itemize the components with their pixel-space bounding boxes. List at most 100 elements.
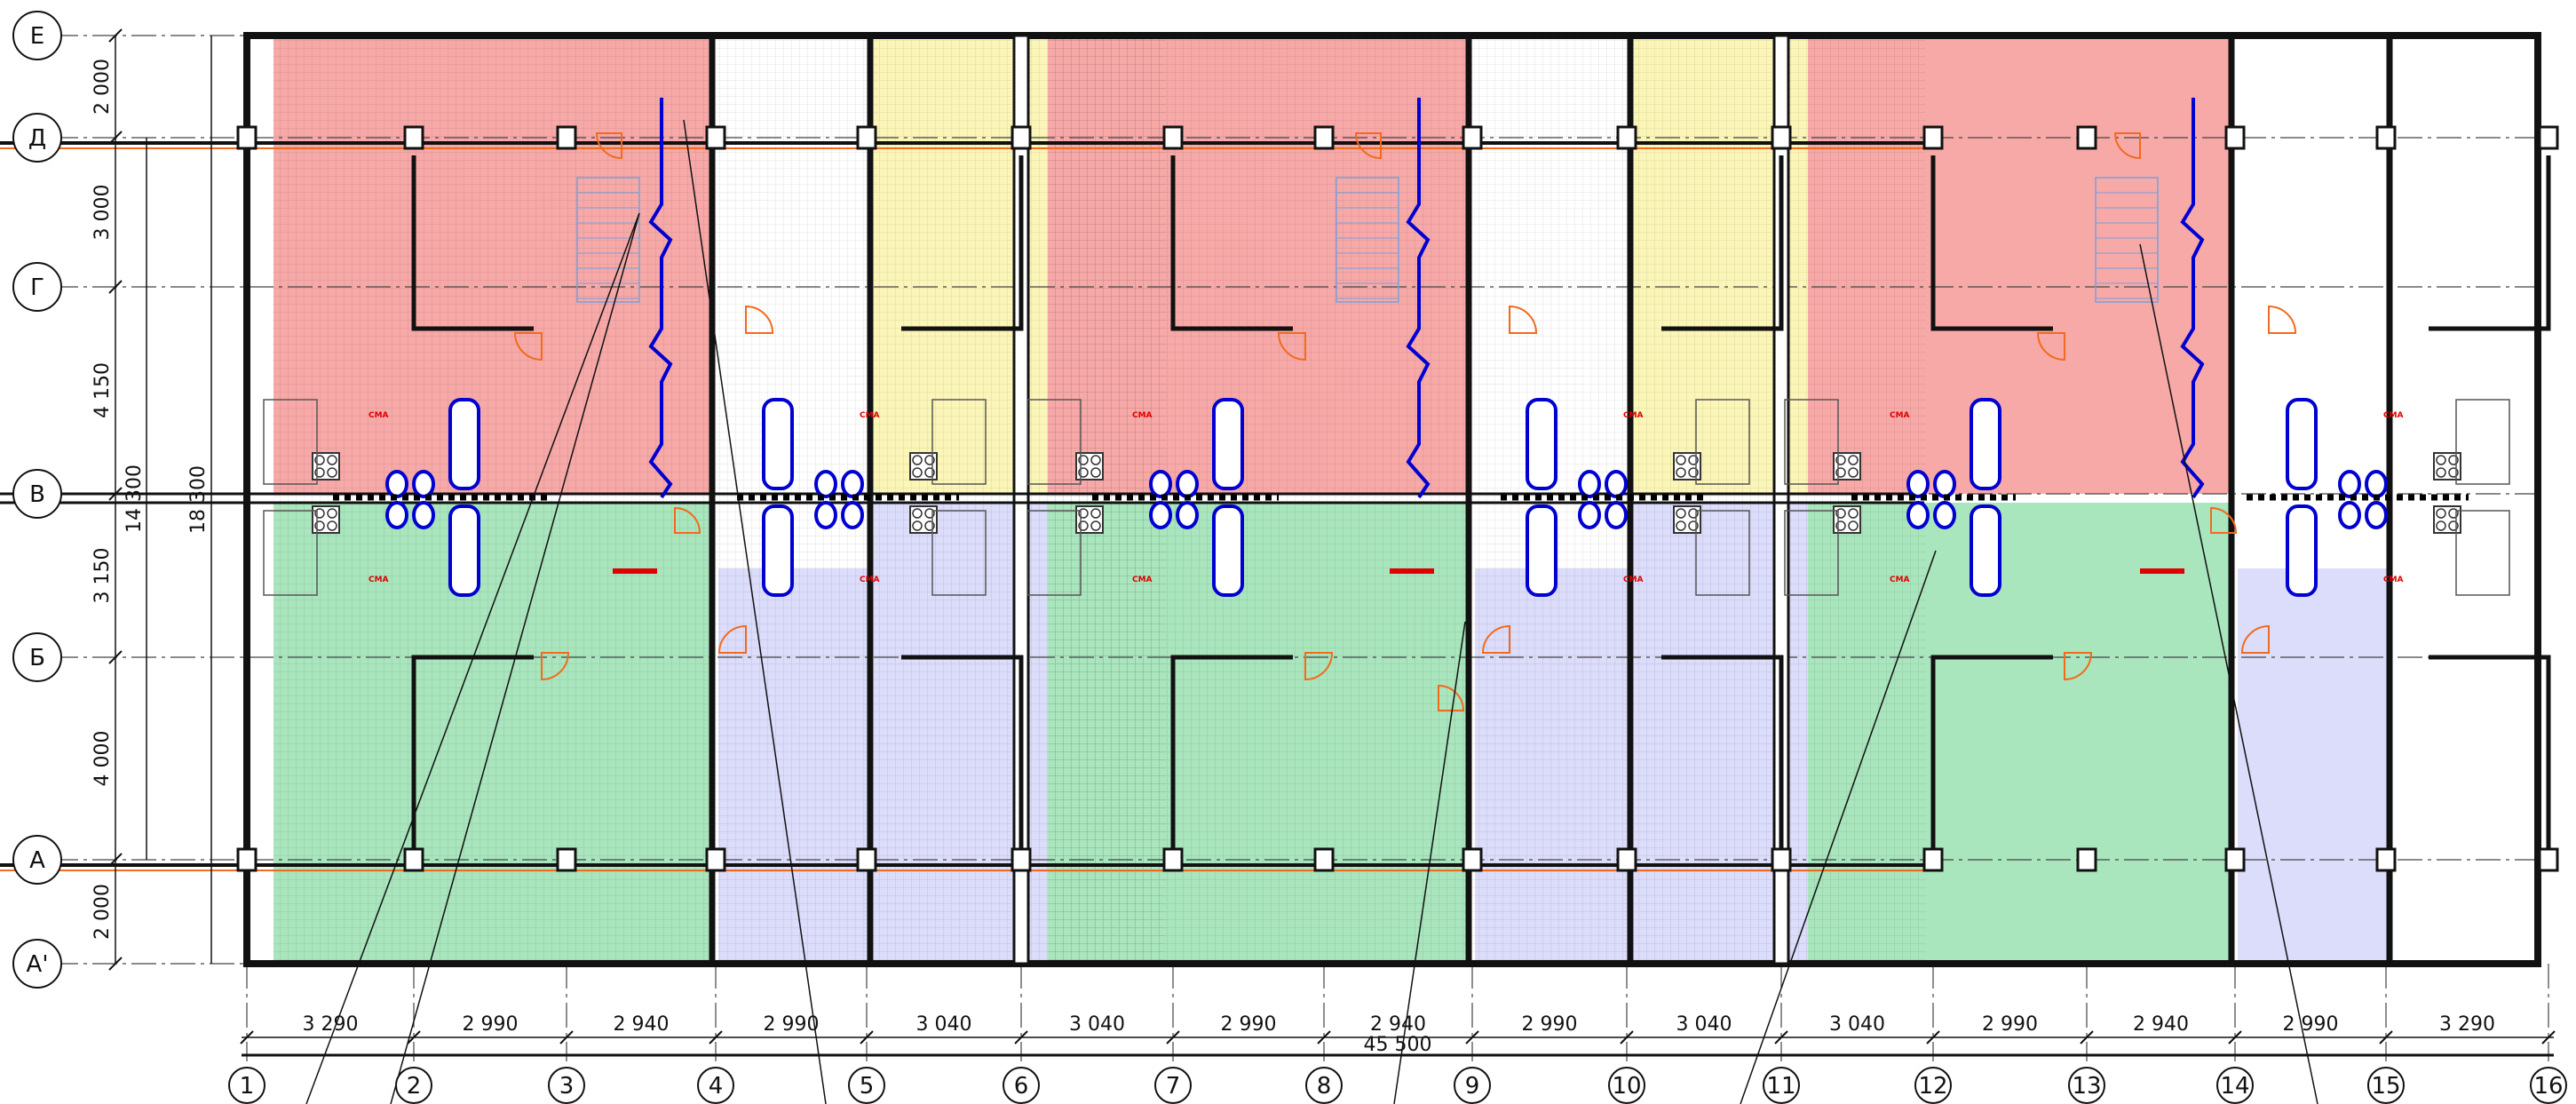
plumbing-fixtures: СМА СМА СМА СМА СМА СМА СМА СМА СМА СМА СМА СМА (263, 98, 2510, 597)
dim-tick (2541, 1030, 2556, 1044)
room-wall (901, 155, 1024, 331)
column-axis-bubble (395, 1067, 432, 1104)
pier (1313, 125, 1335, 150)
dim-tick (1317, 1030, 1331, 1044)
col-dim-value: 3 290 (2439, 1013, 2495, 1036)
toilet (1149, 501, 1172, 529)
column-axis-label: 5 (860, 1073, 875, 1100)
toilet (385, 470, 408, 498)
row-axis-bubble (12, 939, 62, 989)
row-axis-label: Г (30, 274, 44, 301)
door-swing (2036, 332, 2065, 361)
pier (2224, 125, 2246, 150)
pier (1616, 125, 1637, 150)
dim-tick (407, 1030, 421, 1044)
burner (1848, 455, 1859, 465)
column-axis-label: 3 (559, 1073, 575, 1100)
dim-tick (709, 1030, 723, 1044)
kitchen-cabinet (1026, 399, 1082, 485)
burner (912, 508, 923, 519)
pier (2538, 125, 2559, 150)
column-axis-label: 11 (1766, 1073, 1795, 1100)
dim-tick (1774, 1030, 1788, 1044)
washer-label: СМА (369, 411, 389, 420)
dim-tick (108, 957, 123, 971)
column-axis-label: 14 (2220, 1073, 2249, 1100)
pier (236, 847, 258, 872)
toilet (1176, 501, 1199, 529)
column-axis-label: 4 (709, 1073, 724, 1100)
row-axis-label: А' (27, 951, 49, 978)
pier (2224, 847, 2246, 872)
door-swing (717, 624, 747, 654)
toilet (2338, 501, 2361, 529)
column-axis-bubble (548, 1067, 585, 1104)
col-dim-value: 3 290 (303, 1013, 359, 1036)
col-dim-total: 45 500 (1364, 1034, 1432, 1056)
burner (1090, 520, 1101, 531)
door-swing (1509, 305, 1538, 334)
pier (1313, 847, 1335, 872)
dim-tick (1014, 1030, 1028, 1044)
burner (2436, 467, 2446, 478)
row-dim-total-inner: 14 300 (123, 465, 146, 533)
dim-tick (1166, 1030, 1180, 1044)
burner (912, 455, 923, 465)
door-swing (2240, 624, 2270, 654)
burner (2448, 508, 2459, 519)
pier (2538, 847, 2559, 872)
burner (1835, 455, 1846, 465)
leader-line (1740, 550, 1937, 1104)
column-axis-bubble (1003, 1067, 1040, 1104)
party-wall (1012, 34, 1030, 965)
burner (1078, 455, 1089, 465)
hatch-area (1048, 36, 1926, 964)
row-axis-label: Д (28, 125, 46, 152)
dim-tick (1926, 1030, 1940, 1044)
pier (1162, 847, 1184, 872)
dim-tick (240, 1030, 254, 1044)
row-axis-bubble (12, 262, 62, 312)
washer-label: СМА (1623, 411, 1644, 420)
toilet (1906, 501, 1930, 529)
bathtub (1212, 398, 1244, 490)
toilet (1933, 470, 1956, 498)
row-dim-value: 2 000 (91, 884, 114, 940)
burner (1676, 520, 1686, 531)
burner (1848, 520, 1859, 531)
column-axis-label: 16 (2533, 1073, 2563, 1100)
door-swing (2210, 506, 2238, 534)
burner (314, 455, 325, 465)
washer-label: СМА (1623, 576, 1644, 584)
toilet (1605, 501, 1628, 529)
dim-tick (860, 1030, 874, 1044)
washer-label: СМА (2383, 411, 2404, 420)
door-swing (595, 132, 622, 160)
entry-threshold (613, 568, 657, 574)
pier (705, 125, 726, 150)
toilet (1578, 501, 1601, 529)
riser-pipe (1406, 98, 1431, 499)
row-dim-value: 4 000 (91, 731, 114, 787)
bathtub (1212, 504, 1244, 597)
room-wall (1930, 655, 2053, 851)
bathtub (762, 398, 794, 490)
burner (2448, 520, 2459, 531)
stair-flight (576, 177, 640, 303)
pier (1162, 125, 1184, 150)
toilet (1933, 501, 1956, 529)
pier (2076, 847, 2097, 872)
pier (1922, 125, 1944, 150)
dim-tick (2379, 1030, 2393, 1044)
toilet (814, 470, 837, 498)
col-dim-value: 2 990 (463, 1013, 519, 1036)
column-axis-bubble (2068, 1067, 2105, 1104)
bathtub (448, 504, 480, 597)
bathtub (2286, 398, 2318, 490)
column-axis-bubble (228, 1067, 266, 1104)
kitchen-cabinet (931, 399, 987, 485)
toilet (814, 501, 837, 529)
burner (1848, 508, 1859, 519)
washer-label: СМА (1132, 411, 1153, 420)
